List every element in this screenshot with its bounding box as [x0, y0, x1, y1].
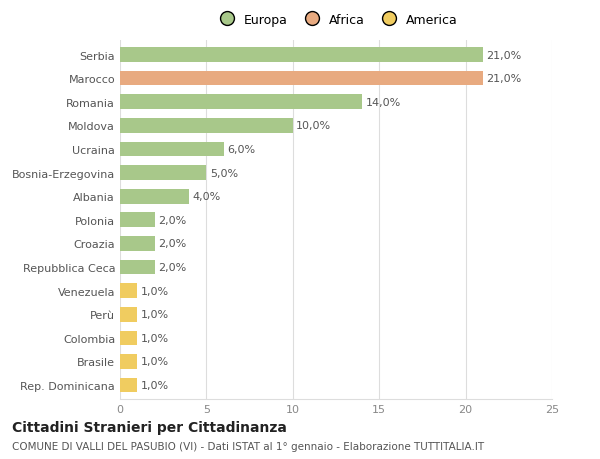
Text: 5,0%: 5,0%: [210, 168, 238, 178]
Bar: [120, 213, 155, 228]
Text: 21,0%: 21,0%: [487, 74, 521, 84]
Text: 4,0%: 4,0%: [193, 192, 221, 202]
Text: 10,0%: 10,0%: [296, 121, 331, 131]
Text: 2,0%: 2,0%: [158, 239, 186, 249]
Bar: [120, 260, 155, 275]
Bar: [120, 119, 293, 134]
Bar: [120, 95, 362, 110]
Text: 21,0%: 21,0%: [487, 50, 521, 61]
Text: 2,0%: 2,0%: [158, 215, 186, 225]
Text: 1,0%: 1,0%: [141, 333, 169, 343]
Text: 1,0%: 1,0%: [141, 309, 169, 319]
Bar: [120, 378, 137, 392]
Text: 1,0%: 1,0%: [141, 380, 169, 390]
Bar: [120, 354, 137, 369]
Text: 1,0%: 1,0%: [141, 357, 169, 367]
Bar: [120, 331, 137, 345]
Text: 1,0%: 1,0%: [141, 286, 169, 296]
Text: 6,0%: 6,0%: [227, 145, 255, 155]
Bar: [120, 236, 155, 251]
Bar: [120, 284, 137, 298]
Text: Cittadini Stranieri per Cittadinanza: Cittadini Stranieri per Cittadinanza: [12, 420, 287, 434]
Text: COMUNE DI VALLI DEL PASUBIO (VI) - Dati ISTAT al 1° gennaio - Elaborazione TUTTI: COMUNE DI VALLI DEL PASUBIO (VI) - Dati …: [12, 441, 484, 451]
Legend: Europa, Africa, America: Europa, Africa, America: [209, 9, 463, 32]
Text: 14,0%: 14,0%: [365, 98, 401, 107]
Bar: [120, 190, 189, 204]
Text: 2,0%: 2,0%: [158, 263, 186, 273]
Bar: [120, 72, 483, 86]
Bar: [120, 142, 224, 157]
Bar: [120, 166, 206, 180]
Bar: [120, 307, 137, 322]
Bar: [120, 48, 483, 63]
